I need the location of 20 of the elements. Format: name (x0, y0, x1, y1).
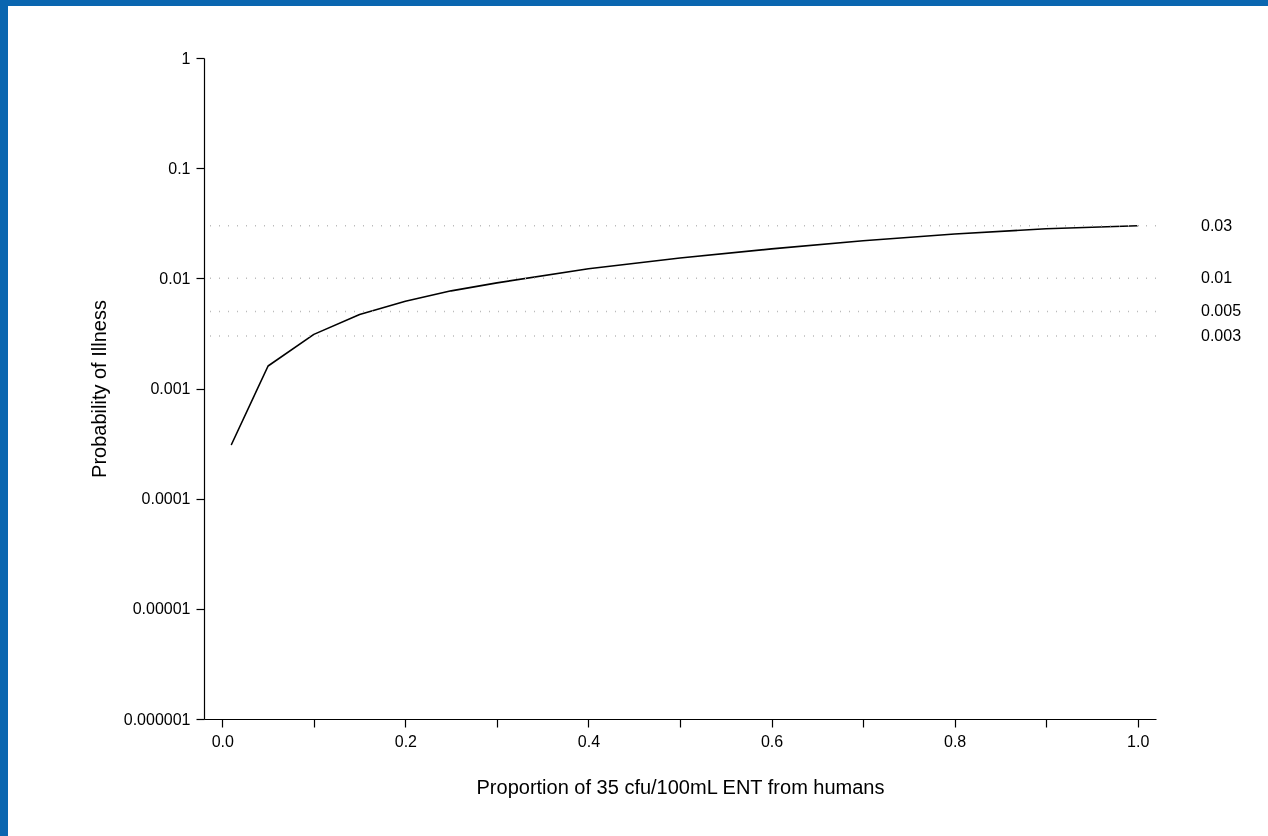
x-tick-label: 0.2 (394, 732, 418, 750)
y-tick-label: 0.01 (159, 269, 191, 287)
x-tick-label: 0.8 (943, 732, 967, 750)
ref-line-label: 0.03 (1201, 216, 1233, 234)
y-tick-label: 0.1 (168, 159, 191, 177)
y-tick-label: 0.001 (150, 380, 191, 397)
x-tick-label: 1.0 (1127, 732, 1150, 750)
x-tick-label: 0.4 (577, 732, 601, 750)
x-tick-label: 0.6 (760, 732, 784, 750)
y-tick-label: 0.0001 (141, 490, 191, 508)
ref-line-label: 0.003 (1201, 326, 1242, 344)
y-tick-label: 0.00001 (132, 600, 191, 618)
ref-line-label: 0.01 (1201, 269, 1233, 287)
line-series (230, 224, 1139, 446)
x-tick-label: 0.0 (211, 732, 235, 750)
x-axis-title: Proportion of 35 cfu/100mL ENT from humans (476, 775, 885, 798)
y-tick-label: 1 (181, 49, 191, 67)
y-tick-label: 0.000001 (123, 710, 191, 728)
y-axis-title: Probability of Illness (87, 300, 110, 478)
ref-line-label: 0.005 (1201, 302, 1242, 320)
